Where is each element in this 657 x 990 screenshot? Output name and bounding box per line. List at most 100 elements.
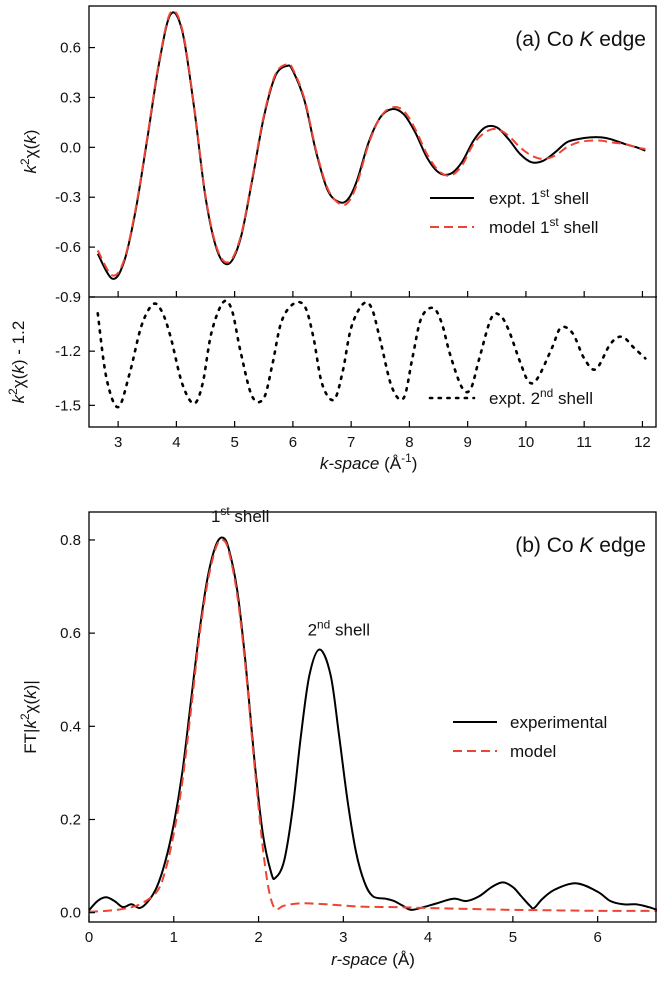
x-tick-label: 5 bbox=[230, 434, 238, 451]
panel-label-a: (a) Co K edge bbox=[515, 28, 646, 51]
x-label-italic: r-space bbox=[331, 950, 387, 969]
legend-label-part: expt. 1 bbox=[489, 189, 540, 208]
y-tick-label: -1.5 bbox=[55, 397, 81, 414]
y-label-italic: k bbox=[21, 134, 40, 144]
x-label-part: ) bbox=[412, 454, 418, 473]
x-tick-label: 3 bbox=[339, 929, 347, 946]
peak-annotation-sup: st bbox=[220, 504, 230, 518]
legend-label: experimental bbox=[510, 713, 607, 732]
y-label-part: ) - 1.2 bbox=[9, 321, 28, 365]
y-axis-ticks-a-top: -0.9 -0.6 -0.3 0.0 0.3 0.6 bbox=[55, 40, 95, 306]
peak-annotation: 2nd shell bbox=[308, 617, 370, 639]
x-axis-label-a: k-space (Å-1) bbox=[320, 451, 418, 473]
x-tick-label: 5 bbox=[509, 929, 517, 946]
y-tick-label: 0.3 bbox=[60, 89, 81, 106]
x-tick-label: 6 bbox=[593, 929, 601, 946]
y-label-italic: k bbox=[21, 163, 40, 173]
panel-label-part: (b) Co bbox=[515, 534, 579, 557]
plot-area-a-bottom bbox=[96, 299, 647, 409]
y-label-sup: 2 bbox=[18, 713, 32, 720]
y-label-sup: 2 bbox=[6, 388, 20, 395]
x-tick-label: 4 bbox=[172, 434, 180, 451]
x-tick-label: 6 bbox=[289, 434, 297, 451]
x-tick-label: 8 bbox=[405, 434, 413, 451]
legend-b: experimental model bbox=[453, 713, 607, 761]
legend-label-part: shell bbox=[549, 189, 589, 208]
legend-label: expt. 1st shell bbox=[489, 186, 589, 208]
series-line-b1 bbox=[88, 538, 657, 913]
y-tick-label: -1.2 bbox=[55, 343, 81, 360]
y-axis-ticks-a-bottom: -1.5 -1.2 bbox=[55, 296, 95, 414]
y-label-part: FT| bbox=[21, 729, 40, 754]
x-tick-label: 4 bbox=[424, 929, 432, 946]
y-label-part: )| bbox=[21, 680, 40, 690]
peak-annotation-part: shell bbox=[230, 507, 270, 526]
y-tick-label: -0.6 bbox=[55, 239, 81, 256]
plot-area-a-top bbox=[96, 9, 646, 280]
chart-a: 3 4 5 6 7 8 9 10 11 12-0.9-0.6-0.30.00.30.6-1.5-1… bbox=[6, 5, 657, 473]
series-line-a20 bbox=[96, 299, 647, 409]
y-label-part: χ( bbox=[21, 143, 40, 158]
panel-label-italic: K bbox=[579, 534, 594, 557]
x-tick-label: 10 bbox=[518, 434, 535, 451]
legend-label-part: model 1 bbox=[489, 218, 549, 237]
legend-label-sup: nd bbox=[540, 386, 553, 400]
y-label-italic: k bbox=[21, 689, 40, 699]
y-tick-label: 0.0 bbox=[60, 139, 81, 156]
y-axis-ticks-b: 0.0 0.2 0.4 0.6 0.8 bbox=[60, 532, 95, 922]
x-tick-label: 0 bbox=[85, 929, 93, 946]
x-tick-label: 9 bbox=[463, 434, 471, 451]
y-axis-label-b: FT|k2χ(k)| bbox=[18, 680, 40, 753]
peak-annotation: 1st shell bbox=[211, 504, 269, 526]
x-tick-label: 3 bbox=[114, 434, 122, 451]
plot-area-b bbox=[88, 536, 657, 913]
x-tick-label: 2 bbox=[254, 929, 262, 946]
legend-label: expt. 2nd shell bbox=[489, 386, 593, 408]
panel-label-part: edge bbox=[593, 28, 646, 51]
y-tick-label: 0.4 bbox=[60, 718, 81, 735]
y-tick-label: 0.0 bbox=[60, 905, 81, 922]
series-line-a1 bbox=[96, 9, 646, 277]
y-tick-label: -0.3 bbox=[55, 189, 81, 206]
x-axis-ticks-a: 3 4 5 6 7 8 9 10 11 12 bbox=[114, 291, 651, 451]
legend-label-sup: st bbox=[549, 215, 559, 229]
y-label-italic: k bbox=[9, 393, 28, 403]
series-line-b0 bbox=[88, 536, 657, 912]
x-tick-label: 1 bbox=[170, 929, 178, 946]
peak-annotation-sup: nd bbox=[317, 617, 330, 631]
panel-label-italic: K bbox=[579, 28, 594, 51]
x-tick-label: 7 bbox=[347, 434, 355, 451]
y-tick-label: 0.2 bbox=[60, 812, 81, 829]
panel-label-part: (a) Co bbox=[515, 28, 579, 51]
x-label-italic: k-space bbox=[320, 454, 380, 473]
legend-label: model bbox=[510, 742, 556, 761]
x-tick-label: 11 bbox=[576, 434, 592, 451]
x-axis-label-b: r-space (Å) bbox=[331, 950, 415, 969]
y-label-part: ) bbox=[21, 130, 40, 136]
x-axis-ticks-b: 0 1 2 3 4 5 6 bbox=[85, 916, 602, 946]
y-axis-label-a-top: k2χ(k) bbox=[18, 130, 40, 174]
peak-annotation-part: shell bbox=[330, 620, 370, 639]
x-label-sup: -1 bbox=[401, 451, 412, 465]
series-line-a0 bbox=[96, 11, 646, 280]
x-tick-label: 12 bbox=[634, 434, 651, 451]
legend-label-sup: st bbox=[540, 186, 550, 200]
x-label-part: (Å bbox=[379, 454, 401, 473]
x-label-part: (Å) bbox=[388, 950, 415, 969]
legend-label-part: expt. 2 bbox=[489, 389, 540, 408]
y-tick-label: 0.8 bbox=[60, 532, 81, 549]
y-axis-label-a-bottom: k2χ(k) - 1.2 bbox=[6, 321, 28, 404]
y-label-italic: k bbox=[21, 719, 40, 729]
legend-label-part: shell bbox=[553, 389, 593, 408]
peak-annotation-part: 1 bbox=[211, 507, 220, 526]
panel-label-part: edge bbox=[593, 534, 646, 557]
y-label-part: χ( bbox=[9, 373, 28, 388]
legend-label: model 1st shell bbox=[489, 215, 598, 237]
y-tick-label: 0.6 bbox=[60, 40, 81, 57]
y-label-italic: k bbox=[9, 364, 28, 374]
y-label-part: χ( bbox=[21, 699, 40, 714]
axes-frame bbox=[88, 5, 657, 428]
chart-b: 0 1 2 3 4 5 60.00.20.40.60.8r-space (Å)FT|k2χ(… bbox=[18, 504, 657, 969]
